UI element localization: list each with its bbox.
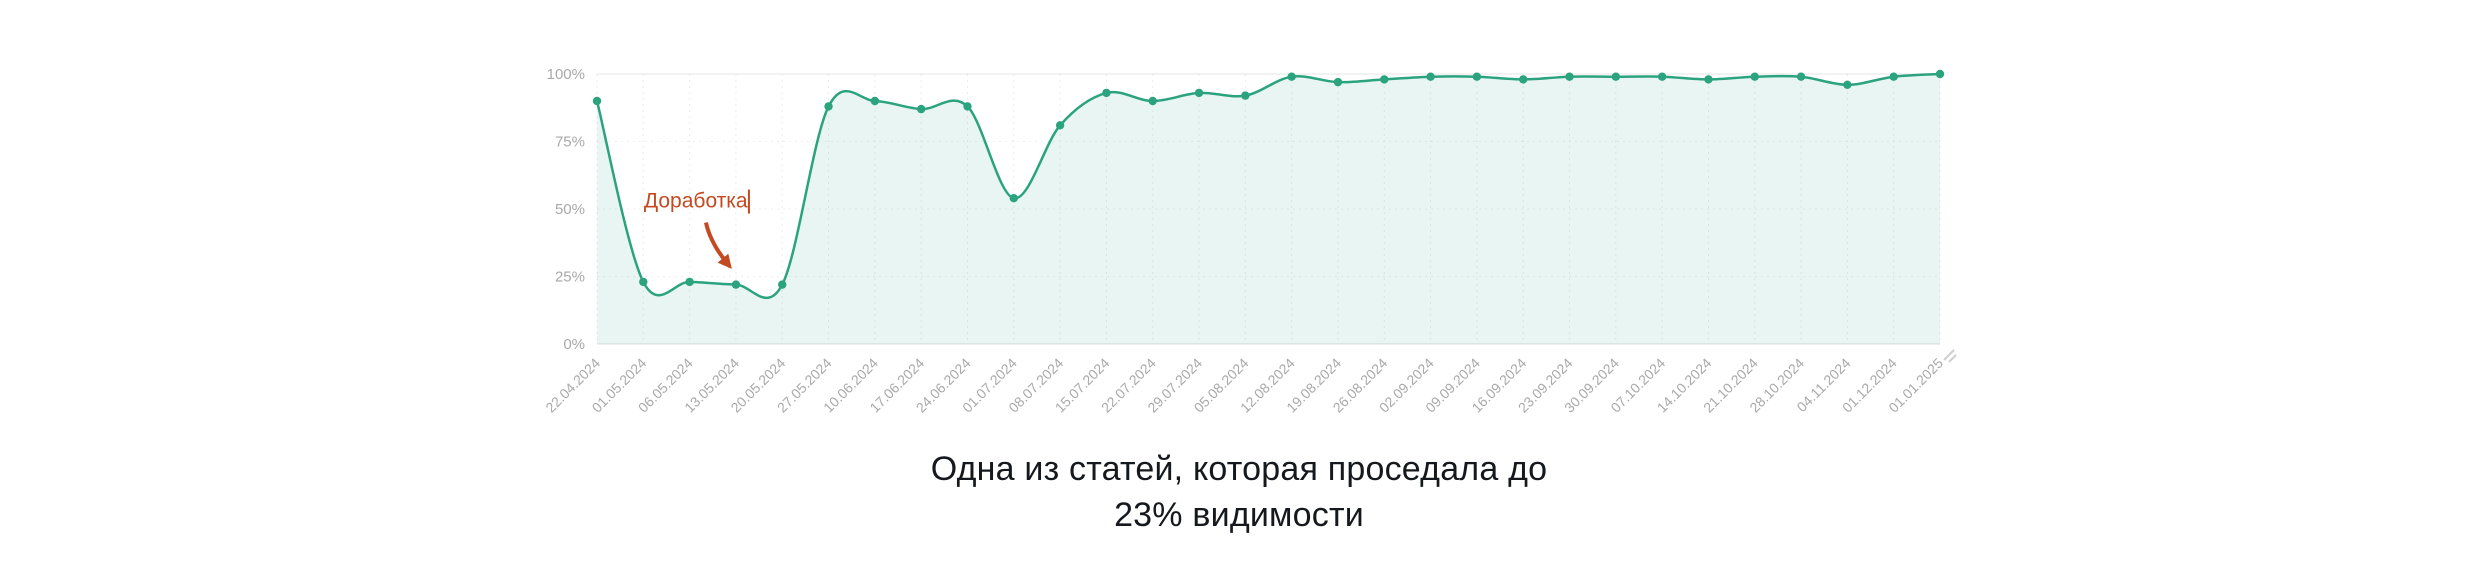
annotation-text-cursor-icon xyxy=(747,189,750,214)
data-point xyxy=(685,277,694,287)
data-point xyxy=(1519,75,1528,84)
data-point xyxy=(1750,72,1759,81)
data-point xyxy=(1102,88,1111,98)
y-tick-label: 25% xyxy=(555,269,585,286)
series-line xyxy=(595,72,1942,300)
y-tick-label: 100% xyxy=(547,66,585,83)
y-tick-label: 75% xyxy=(555,134,585,151)
series-area xyxy=(597,74,1940,344)
caption: Одна из статей, которая проседала до 23%… xyxy=(0,446,2478,538)
data-point xyxy=(963,102,972,111)
data-point xyxy=(1796,72,1806,81)
data-point xyxy=(1704,75,1713,84)
data-point xyxy=(1287,72,1296,81)
chart-canvas: 0% 25% 50% 75% 100% 22.04.202401.05.202406.05… xyxy=(542,66,1957,416)
data-point xyxy=(592,96,602,106)
data-point xyxy=(870,96,880,106)
data-point xyxy=(1843,80,1852,89)
annotation: Доработка xyxy=(644,189,750,269)
resize-grip-icon[interactable] xyxy=(1943,349,1957,363)
data-point xyxy=(1055,121,1065,130)
chart-grid xyxy=(596,73,1941,344)
data-point xyxy=(778,280,787,289)
data-point xyxy=(1426,72,1435,81)
y-tick-label: 50% xyxy=(555,201,585,218)
data-point xyxy=(1565,72,1574,81)
data-point xyxy=(1657,72,1667,81)
visibility-chart: 0% 25% 50% 75% 100% 22.04.2024 01.05.2024 06.05… xyxy=(437,22,1997,462)
data-point xyxy=(824,102,833,111)
data-point xyxy=(1333,77,1343,87)
data-point xyxy=(1194,88,1204,98)
data-point xyxy=(1611,72,1621,81)
caption-line-2: 23% видимости xyxy=(1114,496,1364,535)
data-point xyxy=(639,277,648,287)
data-point xyxy=(731,280,741,289)
data-point xyxy=(1380,75,1389,84)
annotation-arrow-icon xyxy=(703,222,732,269)
x-axis-labels: 22.04.202401.05.202406.05.202413.05.2024… xyxy=(542,355,1946,416)
data-point xyxy=(1935,69,1945,79)
annotation-label[interactable]: Доработка xyxy=(644,190,748,213)
data-point xyxy=(1889,72,1898,81)
caption-line-1: Одна из статей, которая проседала до xyxy=(930,450,1548,488)
y-axis-labels: 0% 25% 50% 75% 100% xyxy=(547,66,585,353)
data-point xyxy=(1241,91,1250,100)
y-tick-label: 0% xyxy=(563,336,585,353)
data-point xyxy=(1472,72,1482,81)
data-point xyxy=(1148,96,1157,106)
data-points xyxy=(592,69,1945,289)
data-point xyxy=(1009,194,1018,203)
data-point xyxy=(916,104,926,114)
